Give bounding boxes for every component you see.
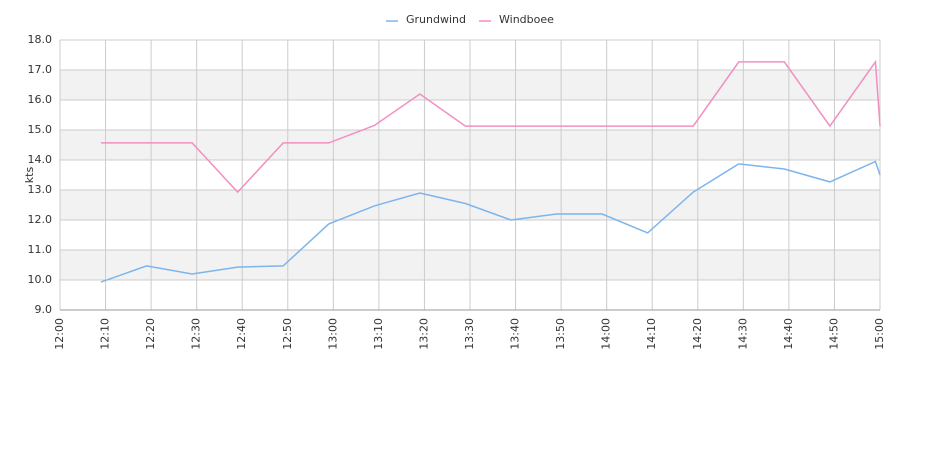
x-tick-label: 12:20	[144, 318, 157, 350]
x-tick-label: 12:50	[281, 318, 294, 350]
x-tick-label: 14:30	[736, 318, 749, 350]
line	[101, 59, 881, 194]
y-tick-label: 15.0	[28, 123, 53, 136]
x-tick-label: 12:10	[99, 318, 112, 350]
y-tick-label: 13.0	[28, 183, 53, 196]
y-tick-label: 11.0	[28, 243, 53, 256]
x-tick-label: 14:40	[782, 318, 795, 350]
x-tick-label: 14:10	[645, 318, 658, 350]
x-tick-label: 13:50	[554, 318, 567, 350]
legend-label: Windboee	[499, 13, 554, 26]
x-tick-label: 12:30	[190, 318, 203, 350]
y-tick-label: 12.0	[28, 213, 53, 226]
x-tick-label: 15:00	[873, 318, 886, 350]
line	[100, 160, 881, 283]
y-tick-label: 14.0	[28, 153, 53, 166]
x-tick-label: 12:00	[53, 318, 66, 350]
y-tick-label: 17.0	[28, 63, 53, 76]
y-tick-label: 10.0	[28, 273, 53, 286]
y-tick-label: 16.0	[28, 93, 53, 106]
x-tick-label: 14:20	[691, 318, 704, 350]
x-tick-label: 14:50	[827, 318, 840, 350]
y-tick-label: 9.0	[35, 303, 53, 316]
x-tick-label: 14:00	[600, 318, 613, 350]
x-tick-label: 13:30	[463, 318, 476, 350]
x-tick-label: 13:20	[417, 318, 430, 350]
x-tick-label: 13:00	[326, 318, 339, 350]
x-tick-label: 13:10	[372, 318, 385, 350]
y-tick-label: 18.0	[28, 33, 53, 46]
legend-label: Grundwind	[406, 13, 466, 26]
x-tick-label: 13:40	[509, 318, 522, 350]
x-tick-label: 12:40	[235, 318, 248, 350]
y-axis-label: kts	[23, 167, 36, 184]
